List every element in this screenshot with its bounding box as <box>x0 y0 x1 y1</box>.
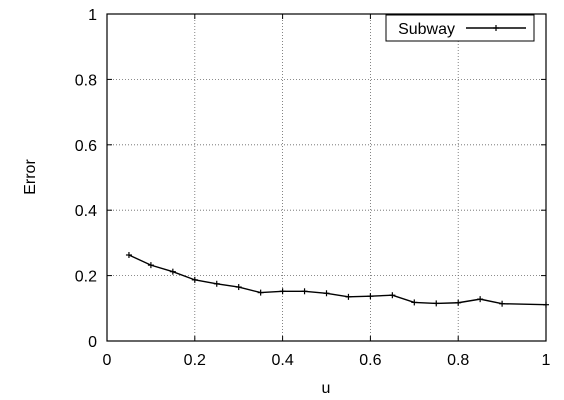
data-point <box>301 288 308 295</box>
data-point <box>411 299 418 306</box>
x-tick-label: 1 <box>542 352 551 369</box>
x-tick-label: 0.4 <box>271 352 293 369</box>
tick-labels: 0 0.2 0.4 0.6 0.8 1 0 0.2 0.4 0.6 0.8 1 <box>75 7 551 369</box>
x-tick-label: 0.8 <box>447 352 469 369</box>
legend-marker-subway <box>493 25 499 31</box>
legend: Subway <box>385 14 535 42</box>
data-point <box>191 276 198 283</box>
series-line-subway <box>128 254 547 306</box>
x-tick-label: 0.2 <box>184 352 206 369</box>
data-point <box>279 288 286 295</box>
y-tick-label: 0.8 <box>75 72 97 89</box>
data-point <box>169 268 176 275</box>
data-point <box>367 293 374 300</box>
data-point <box>147 262 154 269</box>
plot-frame <box>106 13 547 342</box>
series-group <box>125 251 549 308</box>
x-tick-label: 0.6 <box>359 352 381 369</box>
data-point <box>455 299 462 306</box>
data-point <box>345 293 352 300</box>
y-tick-label: 0.4 <box>75 203 97 220</box>
data-point <box>213 280 220 287</box>
x-tick-label: 0 <box>103 352 112 369</box>
y-tick-label: 0.6 <box>75 138 97 155</box>
data-point <box>323 290 330 297</box>
y-axis-label: Error <box>22 159 39 195</box>
data-point <box>389 292 396 299</box>
y-tick-label: 0.2 <box>75 269 97 286</box>
data-point <box>477 296 484 303</box>
data-point <box>499 300 506 307</box>
legend-label-subway: Subway <box>398 21 455 38</box>
y-tick-label: 0 <box>88 334 97 351</box>
y-tick-label: 1 <box>88 7 97 24</box>
x-axis-label: u <box>322 380 331 397</box>
data-point <box>235 284 242 291</box>
grid <box>107 14 546 341</box>
data-point <box>125 251 132 258</box>
data-point <box>433 300 440 307</box>
data-point <box>257 289 264 296</box>
